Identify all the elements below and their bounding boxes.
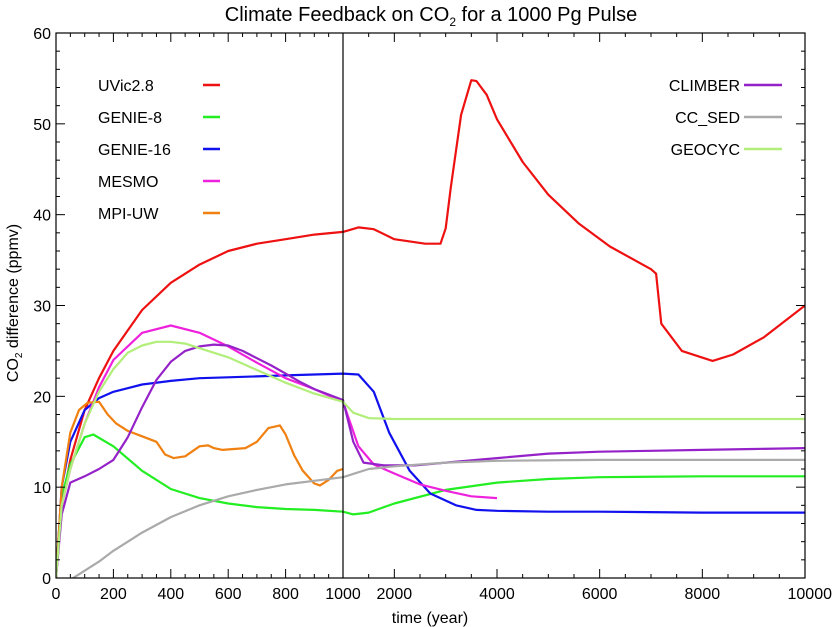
x-tick-label: 600 [215,586,242,603]
series-line-cc-sed [71,458,805,578]
series-line-uvic2-8 [56,79,805,578]
series-line-mesmo [56,324,498,578]
y-tick-label: 60 [33,26,51,43]
x-tick-label: 200 [100,586,127,603]
y-axis-label-prefix: CO [5,358,22,382]
x-tick-label: 2000 [377,586,413,603]
x-tick-label: 10000 [788,586,832,603]
x-tick-label: 0 [52,586,61,603]
x-tick-label: 8000 [685,586,721,603]
legend-label: GENIE-8 [98,110,162,127]
y-axis-label-subscript: 2 [14,352,25,358]
y-tick-label: 30 [33,299,51,316]
series-line-genie-16 [56,372,805,578]
y-tick-label: 40 [33,208,51,225]
legend-label: MESMO [98,174,158,191]
chart-title-subscript: 2 [449,15,456,29]
legend-label: MPI-UW [98,206,159,223]
x-tick-label: 400 [157,586,184,603]
legend-label: CLIMBER [669,78,740,95]
legend-label: UVic2.8 [98,78,154,95]
y-tick-label: 0 [42,571,51,588]
series-line-genie-8 [56,433,805,578]
series-group [56,79,805,578]
chart-title: Climate Feedback on CO2 for a 1000 Pg Pu… [225,4,637,29]
x-tick-label: 1000 [325,586,361,603]
y-axis-label: CO2 difference (ppmv) [5,224,25,382]
y-tick-label: 20 [33,389,51,406]
legend-label: GENIE-16 [98,142,171,159]
chart-title-suffix: for a 1000 Pg Pulse [456,4,637,26]
series-line-geocyc [56,340,805,578]
series-line-mpi-uw [56,400,344,578]
y-tick-label: 50 [33,117,51,134]
y-tick-label: 10 [33,480,51,497]
legend-label: GEOCYC [671,142,740,159]
x-tick-label: 800 [272,586,299,603]
x-axis-label: time (year) [392,610,468,627]
chart-title-prefix: Climate Feedback on CO [225,4,450,26]
legend-label: CC_SED [675,110,740,127]
series-line-climber [56,343,805,578]
x-tick-label: 6000 [582,586,618,603]
y-axis-label-suffix: difference (ppmv) [5,224,22,353]
x-tick-label: 4000 [479,586,515,603]
